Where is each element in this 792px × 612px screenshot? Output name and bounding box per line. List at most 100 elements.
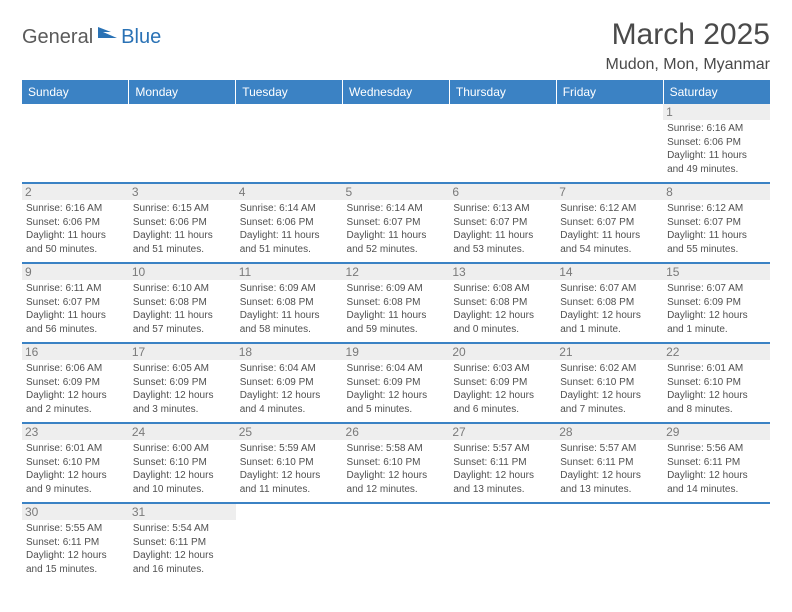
calendar-cell: 4Sunrise: 6:14 AM Sunset: 6:06 PM Daylig…: [236, 183, 343, 263]
calendar-cell: 26 Sunrise: 5:58 AM Sunset: 6:10 PM Dayli…: [343, 423, 450, 503]
day-number: 20: [449, 344, 556, 360]
weekday-header: Friday: [556, 80, 663, 104]
cell-text: Sunrise: 5:57 AM Sunset: 6:11 PM Dayligh…: [453, 442, 552, 496]
cell-text: Sunrise: 6:09 AM Sunset: 6:08 PM Dayligh…: [347, 282, 446, 336]
cell-text: Sunrise: 6:08 AM Sunset: 6:08 PM Dayligh…: [453, 282, 552, 336]
day-number: 8: [663, 184, 770, 200]
calendar-cell: [556, 104, 663, 183]
calendar-cell: 19 Sunrise: 6:04 AM Sunset: 6:09 PM Dayli…: [343, 343, 450, 423]
calendar-cell: 12Sunrise: 6:09 AM Sunset: 6:08 PM Dayli…: [343, 263, 450, 343]
calendar-cell: 16 Sunrise: 6:06 AM Sunset: 6:09 PM Dayli…: [22, 343, 129, 423]
calendar-cell: 14 Sunrise: 6:07 AM Sunset: 6:08 PM Dayli…: [556, 263, 663, 343]
cell-text: Sunrise: 6:12 AM Sunset: 6:07 PM Dayligh…: [667, 202, 766, 256]
day-number: 25: [236, 424, 343, 440]
day-number: 15: [663, 264, 770, 280]
day-number: 18: [236, 344, 343, 360]
day-number: 1: [663, 104, 770, 120]
header: General Blue March 2025 Mudon, Mon, Myan…: [22, 18, 770, 74]
calendar-cell: [449, 503, 556, 582]
calendar-cell: 13 Sunrise: 6:08 AM Sunset: 6:08 PM Dayli…: [449, 263, 556, 343]
flag-icon: [97, 26, 119, 49]
weekday-header: Monday: [129, 80, 236, 104]
calendar-table: Sunday Monday Tuesday Wednesday Thursday…: [22, 80, 770, 582]
logo-text-dark: General: [22, 26, 93, 49]
weekday-header: Saturday: [663, 80, 770, 104]
calendar-cell: 7 Sunrise: 6:12 AM Sunset: 6:07 PM Daylig…: [556, 183, 663, 263]
cell-text: Sunrise: 5:54 AM Sunset: 6:11 PM Dayligh…: [133, 522, 232, 576]
day-number: 16: [22, 344, 129, 360]
day-number: 30: [22, 504, 129, 520]
calendar-row: 2 Sunrise: 6:16 AM Sunset: 6:06 PM Daylig…: [22, 183, 770, 263]
calendar-cell: 29Sunrise: 5:56 AM Sunset: 6:11 PM Dayli…: [663, 423, 770, 503]
cell-text: Sunrise: 5:58 AM Sunset: 6:10 PM Dayligh…: [347, 442, 446, 496]
day-number: 13: [449, 264, 556, 280]
cell-text: Sunrise: 6:05 AM Sunset: 6:09 PM Dayligh…: [133, 362, 232, 416]
calendar-row: 9Sunrise: 6:11 AM Sunset: 6:07 PM Daylig…: [22, 263, 770, 343]
location: Mudon, Mon, Myanmar: [605, 56, 770, 74]
weekday-header-row: Sunday Monday Tuesday Wednesday Thursday…: [22, 80, 770, 104]
cell-text: Sunrise: 6:09 AM Sunset: 6:08 PM Dayligh…: [240, 282, 339, 336]
title-block: March 2025 Mudon, Mon, Myanmar: [605, 18, 770, 74]
cell-text: Sunrise: 6:13 AM Sunset: 6:07 PM Dayligh…: [453, 202, 552, 256]
calendar-cell: [236, 104, 343, 183]
day-number: 9: [22, 264, 129, 280]
day-number: 26: [343, 424, 450, 440]
day-number: 6: [449, 184, 556, 200]
calendar-row: 16 Sunrise: 6:06 AM Sunset: 6:09 PM Dayli…: [22, 343, 770, 423]
day-number: 23: [22, 424, 129, 440]
cell-text: Sunrise: 6:04 AM Sunset: 6:09 PM Dayligh…: [347, 362, 446, 416]
logo: General Blue: [22, 26, 161, 49]
calendar-cell: [343, 104, 450, 183]
calendar-cell: 3Sunrise: 6:15 AM Sunset: 6:06 PM Daylig…: [129, 183, 236, 263]
calendar-cell: 31Sunrise: 5:54 AM Sunset: 6:11 PM Dayli…: [129, 503, 236, 582]
calendar-cell: 25Sunrise: 5:59 AM Sunset: 6:10 PM Dayli…: [236, 423, 343, 503]
cell-text: Sunrise: 5:57 AM Sunset: 6:11 PM Dayligh…: [560, 442, 659, 496]
calendar-cell: 24Sunrise: 6:00 AM Sunset: 6:10 PM Dayli…: [129, 423, 236, 503]
day-number: 11: [236, 264, 343, 280]
day-number: 21: [556, 344, 663, 360]
cell-text: Sunrise: 5:55 AM Sunset: 6:11 PM Dayligh…: [26, 522, 125, 576]
calendar-row: 30 Sunrise: 5:55 AM Sunset: 6:11 PM Dayli…: [22, 503, 770, 582]
calendar-cell: 18Sunrise: 6:04 AM Sunset: 6:09 PM Dayli…: [236, 343, 343, 423]
cell-text: Sunrise: 6:01 AM Sunset: 6:10 PM Dayligh…: [26, 442, 125, 496]
calendar-cell: 11 Sunrise: 6:09 AM Sunset: 6:08 PM Dayli…: [236, 263, 343, 343]
cell-text: Sunrise: 6:12 AM Sunset: 6:07 PM Dayligh…: [560, 202, 659, 256]
cell-text: Sunrise: 6:16 AM Sunset: 6:06 PM Dayligh…: [667, 122, 766, 176]
day-number: 14: [556, 264, 663, 280]
calendar-cell: [449, 104, 556, 183]
cell-text: Sunrise: 5:56 AM Sunset: 6:11 PM Dayligh…: [667, 442, 766, 496]
weekday-header: Sunday: [22, 80, 129, 104]
calendar-cell: [663, 503, 770, 582]
calendar-cell: 22 Sunrise: 6:01 AM Sunset: 6:10 PM Dayli…: [663, 343, 770, 423]
calendar-cell: 28 Sunrise: 5:57 AM Sunset: 6:11 PM Dayli…: [556, 423, 663, 503]
calendar-cell: 23 Sunrise: 6:01 AM Sunset: 6:10 PM Dayli…: [22, 423, 129, 503]
calendar-cell: [22, 104, 129, 183]
cell-text: Sunrise: 6:16 AM Sunset: 6:06 PM Dayligh…: [26, 202, 125, 256]
weekday-header: Tuesday: [236, 80, 343, 104]
calendar-cell: [236, 503, 343, 582]
calendar-cell: 10Sunrise: 6:10 AM Sunset: 6:08 PM Dayli…: [129, 263, 236, 343]
cell-text: Sunrise: 6:03 AM Sunset: 6:09 PM Dayligh…: [453, 362, 552, 416]
day-number: 22: [663, 344, 770, 360]
calendar-cell: 1 Sunrise: 6:16 AM Sunset: 6:06 PM Daylig…: [663, 104, 770, 183]
calendar-cell: 15 Sunrise: 6:07 AM Sunset: 6:09 PM Dayli…: [663, 263, 770, 343]
calendar-cell: 21Sunrise: 6:02 AM Sunset: 6:10 PM Dayli…: [556, 343, 663, 423]
day-number: 19: [343, 344, 450, 360]
cell-text: Sunrise: 6:14 AM Sunset: 6:06 PM Dayligh…: [240, 202, 339, 256]
day-number: 7: [556, 184, 663, 200]
calendar-cell: 6 Sunrise: 6:13 AM Sunset: 6:07 PM Daylig…: [449, 183, 556, 263]
day-number: 27: [449, 424, 556, 440]
day-number: 28: [556, 424, 663, 440]
cell-text: Sunrise: 6:07 AM Sunset: 6:09 PM Dayligh…: [667, 282, 766, 336]
day-number: 5: [343, 184, 450, 200]
logo-text-blue: Blue: [121, 26, 161, 49]
cell-text: Sunrise: 6:06 AM Sunset: 6:09 PM Dayligh…: [26, 362, 125, 416]
cell-text: Sunrise: 6:14 AM Sunset: 6:07 PM Dayligh…: [347, 202, 446, 256]
day-number: 2: [22, 184, 129, 200]
calendar-cell: 27 Sunrise: 5:57 AM Sunset: 6:11 PM Dayli…: [449, 423, 556, 503]
calendar-cell: [556, 503, 663, 582]
calendar-cell: 17Sunrise: 6:05 AM Sunset: 6:09 PM Dayli…: [129, 343, 236, 423]
cell-text: Sunrise: 6:07 AM Sunset: 6:08 PM Dayligh…: [560, 282, 659, 336]
calendar-cell: [129, 104, 236, 183]
cell-text: Sunrise: 6:01 AM Sunset: 6:10 PM Dayligh…: [667, 362, 766, 416]
